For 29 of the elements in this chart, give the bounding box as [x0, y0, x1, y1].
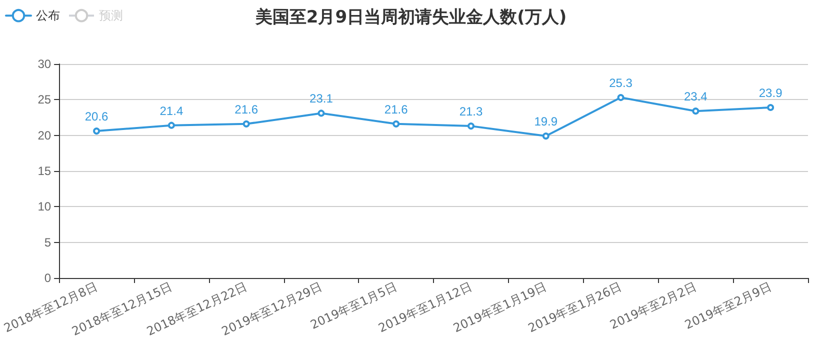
- legend-label: 公布: [36, 8, 60, 23]
- point: [542, 132, 550, 140]
- data-label: 23.9: [758, 86, 783, 100]
- data-label: 21.6: [234, 102, 258, 116]
- y-tick-label: 30: [38, 57, 52, 71]
- point: [168, 122, 175, 129]
- point: [617, 94, 624, 102]
- data-label: 19.9: [534, 114, 558, 129]
- data-label: 20.6: [84, 110, 109, 124]
- data-label: 21.4: [160, 104, 184, 118]
- data-label: 23.1: [310, 92, 334, 106]
- point: [318, 110, 325, 117]
- y-tick-label: 25: [38, 92, 52, 107]
- y-tick-label: 5: [44, 235, 52, 250]
- data-label: 21.6: [384, 102, 408, 116]
- point: [467, 122, 474, 130]
- y-tick-label: 20: [38, 128, 52, 142]
- y-tick-label: 10: [38, 200, 52, 214]
- chart-title: 美国至2月9日当周初请失业金人数(万人): [254, 8, 567, 28]
- data-label: 25.3: [609, 76, 633, 90]
- point: [242, 120, 250, 128]
- data-label: 23.4: [684, 90, 708, 104]
- y-tick-label: 15: [38, 164, 52, 178]
- point: [93, 128, 100, 135]
- point: [692, 108, 700, 115]
- point: [392, 120, 400, 128]
- point: [767, 104, 774, 112]
- data-label: 21.3: [459, 104, 483, 119]
- y-tick-label: 0: [44, 271, 52, 285]
